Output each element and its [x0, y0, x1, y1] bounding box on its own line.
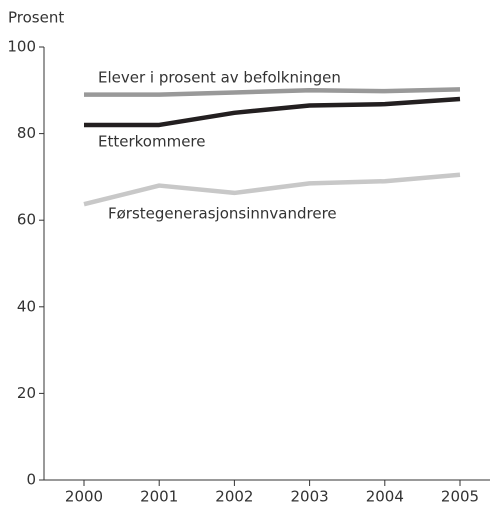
series-label: Etterkommere [98, 133, 205, 151]
y-axis-label: Prosent [8, 9, 64, 27]
y-tick-label: 100 [7, 38, 36, 56]
y-tick-label: 80 [17, 124, 36, 142]
y-tick-label: 40 [17, 297, 36, 315]
x-tick-label: 2001 [140, 488, 178, 505]
x-tick-label: 2004 [366, 488, 404, 505]
series-label: Elever i prosent av befolkningen [98, 69, 341, 87]
series-line [84, 96, 461, 128]
x-tick-label: 2003 [291, 488, 329, 505]
series-label: Førstegenerasjonsinnvandrere [108, 205, 337, 223]
series-line [84, 87, 461, 97]
y-tick-label: 20 [17, 384, 36, 402]
series-line [83, 172, 461, 207]
x-tick-label: 2000 [65, 488, 103, 505]
x-tick-label: 2002 [215, 488, 253, 505]
y-tick-label: 0 [26, 471, 36, 489]
x-tick-label: 2005 [441, 488, 479, 505]
y-tick-label: 60 [17, 211, 36, 229]
